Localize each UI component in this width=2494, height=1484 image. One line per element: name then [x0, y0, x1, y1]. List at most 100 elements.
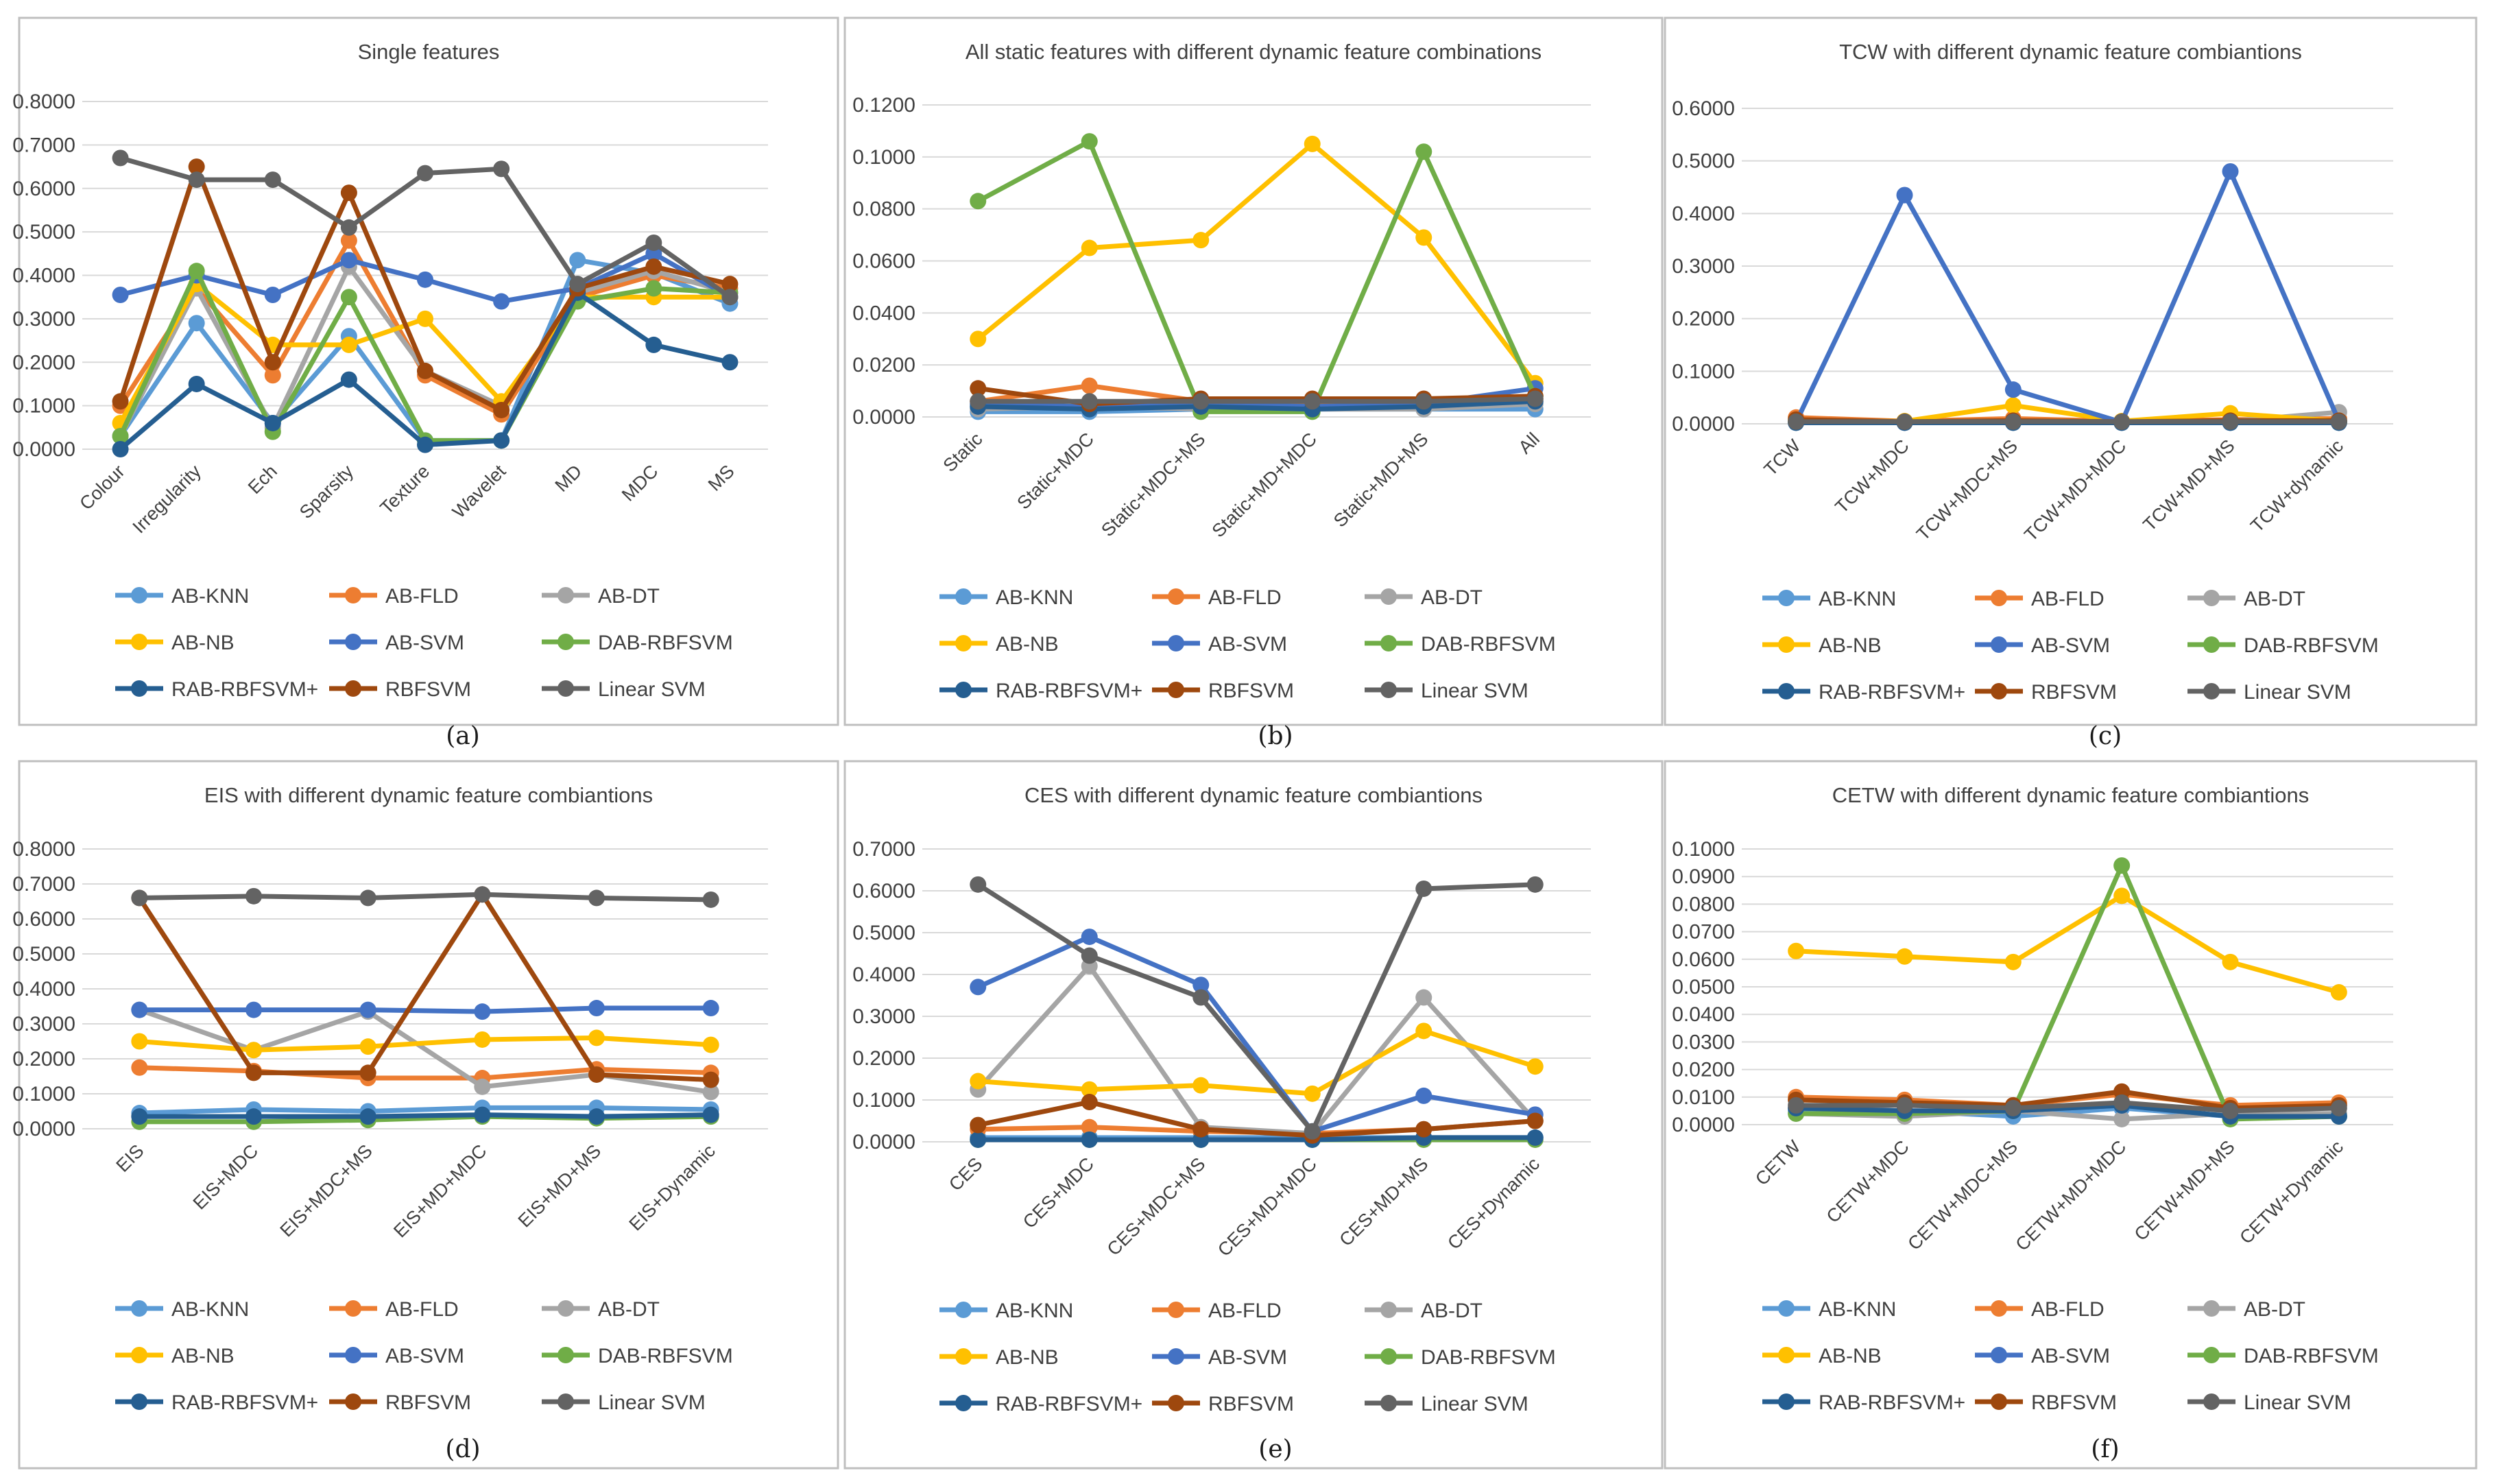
- series-line-linear-svm: [975, 396, 1538, 404]
- legend-swatch-marker: [557, 634, 574, 650]
- series-line-ab-nb: [136, 1035, 714, 1053]
- data-point-rab-rbfsvm: [245, 1108, 262, 1125]
- legend-swatch-marker: [955, 682, 972, 698]
- data-point-linear-svm: [970, 876, 987, 893]
- y-tick-label: 0.5000: [852, 922, 915, 944]
- data-point-ab-svm: [131, 1001, 148, 1018]
- data-point-rbfsvm: [359, 1064, 376, 1081]
- data-point-ab-nb: [340, 336, 357, 353]
- data-point-ab-nb: [1415, 229, 1432, 246]
- legend-swatch-marker: [1778, 1393, 1795, 1410]
- y-tick-label: 0.0000: [12, 1118, 75, 1140]
- legend-label: RAB-RBFSVM+: [996, 1393, 1142, 1415]
- data-point-ab-svm: [1896, 187, 1913, 204]
- data-point-ab-svm: [702, 1000, 719, 1017]
- legend-item-rbfsvm: RBFSVM: [329, 678, 471, 701]
- data-point-rbfsvm: [1192, 1121, 1210, 1138]
- legend-item-ab-dt: AB-DT: [1365, 586, 1483, 609]
- legend-item-linear-svm: Linear SVM: [542, 678, 706, 701]
- chart-legend: AB-KNN AB-FLD AB-DT AB-NB AB-SVM DAB-RBFSVM RA…: [115, 585, 733, 701]
- data-point-linear-svm: [1415, 880, 1432, 897]
- data-point-dab-rbfsvm: [188, 263, 205, 280]
- legend-label: AB-NB: [171, 1345, 235, 1367]
- series-linear-svm: [112, 149, 739, 306]
- legend-swatch-marker: [1778, 1347, 1795, 1363]
- y-tick-label: 0.0600: [1672, 948, 1735, 971]
- subfigure-label: (e): [1258, 1435, 1292, 1463]
- legend-label: AB-DT: [1421, 586, 1483, 609]
- legend-label: Linear SVM: [1421, 1393, 1528, 1415]
- data-point-ab-svm: [1081, 929, 1098, 946]
- legend-item-ab-svm: AB-SVM: [1152, 1346, 1287, 1369]
- legend-swatch-marker: [557, 587, 574, 603]
- chart-panel-5: CES with different dynamic feature combi…: [843, 760, 1664, 1470]
- legend-label: DAB-RBFSVM: [2244, 1345, 2379, 1367]
- legend-swatch-marker: [1380, 1302, 1397, 1318]
- legend-label: AB-NB: [1819, 634, 1882, 657]
- y-tick-label: 0.6000: [852, 880, 915, 902]
- data-point-rbfsvm: [245, 1064, 262, 1081]
- legend-swatch-marker: [2203, 1347, 2220, 1363]
- y-tick-label: 0.0100: [1672, 1086, 1735, 1109]
- legend-item-linear-svm: Linear SVM: [1365, 680, 1528, 702]
- data-point-linear-svm: [1896, 413, 1913, 430]
- y-tick-label: 0.1000: [12, 395, 75, 418]
- chart-legend: AB-KNN AB-FLD AB-DT AB-NB AB-SVM DAB-RBFSVM RA…: [1762, 588, 2379, 704]
- legend-swatch-marker: [1380, 588, 1397, 605]
- y-tick-label: 0.0200: [1672, 1059, 1735, 1081]
- legend-item-ab-nb: AB-NB: [939, 633, 1059, 656]
- data-point-linear-svm: [264, 171, 281, 189]
- legend-label: AB-DT: [1421, 1300, 1483, 1322]
- legend-swatch-marker: [1991, 1393, 2007, 1410]
- legend-label: RAB-RBFSVM+: [1819, 1391, 1965, 1414]
- legend-label: AB-FLD: [2031, 588, 2105, 610]
- legend-label: RBFSVM: [385, 678, 471, 701]
- data-point-dab-rbfsvm: [2113, 857, 2131, 874]
- legend-swatch-marker: [345, 634, 361, 650]
- data-point-linear-svm: [112, 149, 129, 167]
- y-tick-label: 0.2000: [1672, 308, 1735, 331]
- legend-label: AB-DT: [2244, 1298, 2305, 1321]
- legend-swatch-marker: [1991, 683, 2007, 699]
- data-point-linear-svm: [188, 171, 205, 189]
- series-line-rbfsvm: [975, 1099, 1538, 1138]
- legend-item-ab-fld: AB-FLD: [1152, 586, 1282, 609]
- legend-label: Linear SVM: [2244, 681, 2351, 704]
- data-point-ab-nb: [245, 1042, 262, 1059]
- data-point-ab-svm: [2222, 163, 2239, 180]
- legend-label: Linear SVM: [1421, 680, 1528, 702]
- data-point-ab-nb: [1081, 239, 1098, 256]
- data-point-rbfsvm: [702, 1071, 719, 1088]
- data-point-rab-rbfsvm: [474, 1106, 491, 1123]
- legend-label: DAB-RBFSVM: [2244, 634, 2379, 657]
- data-point-ab-nb: [588, 1029, 605, 1046]
- legend-label: Linear SVM: [2244, 1391, 2351, 1414]
- data-point-ab-svm: [474, 1003, 491, 1020]
- data-point-ab-nb: [2222, 953, 2239, 970]
- data-point-ab-nb: [970, 1073, 987, 1090]
- data-point-linear-svm: [2222, 1102, 2239, 1119]
- y-tick-label: 0.1000: [852, 146, 915, 169]
- y-tick-label: 0.0400: [1672, 1003, 1735, 1026]
- legend-swatch-marker: [345, 680, 361, 697]
- legend-label: RAB-RBFSVM+: [996, 680, 1142, 702]
- y-tick-label: 0.4000: [1672, 202, 1735, 225]
- data-point-linear-svm: [2113, 413, 2131, 430]
- y-tick-label: 0.0200: [852, 354, 915, 376]
- legend-label: AB-FLD: [2031, 1298, 2105, 1321]
- data-point-ab-nb: [2004, 953, 2022, 970]
- legend-label: AB-DT: [598, 1298, 660, 1321]
- legend-item-ab-nb: AB-NB: [1762, 1345, 1882, 1367]
- legend-swatch-marker: [1991, 590, 2007, 606]
- legend-label: AB-SVM: [1208, 1346, 1287, 1369]
- data-point-ab-nb: [417, 310, 433, 327]
- legend-item-ab-knn: AB-KNN: [115, 585, 249, 608]
- y-tick-label: 0.2000: [12, 351, 75, 374]
- data-point-ab-svm: [340, 252, 357, 269]
- chart-panel-2: All static features with different dynam…: [843, 16, 1664, 726]
- legend-swatch-marker: [131, 1347, 147, 1363]
- data-point-ab-svm: [245, 1001, 262, 1018]
- data-point-linear-svm: [474, 886, 491, 903]
- legend-item-ab-dt: AB-DT: [2187, 1298, 2305, 1321]
